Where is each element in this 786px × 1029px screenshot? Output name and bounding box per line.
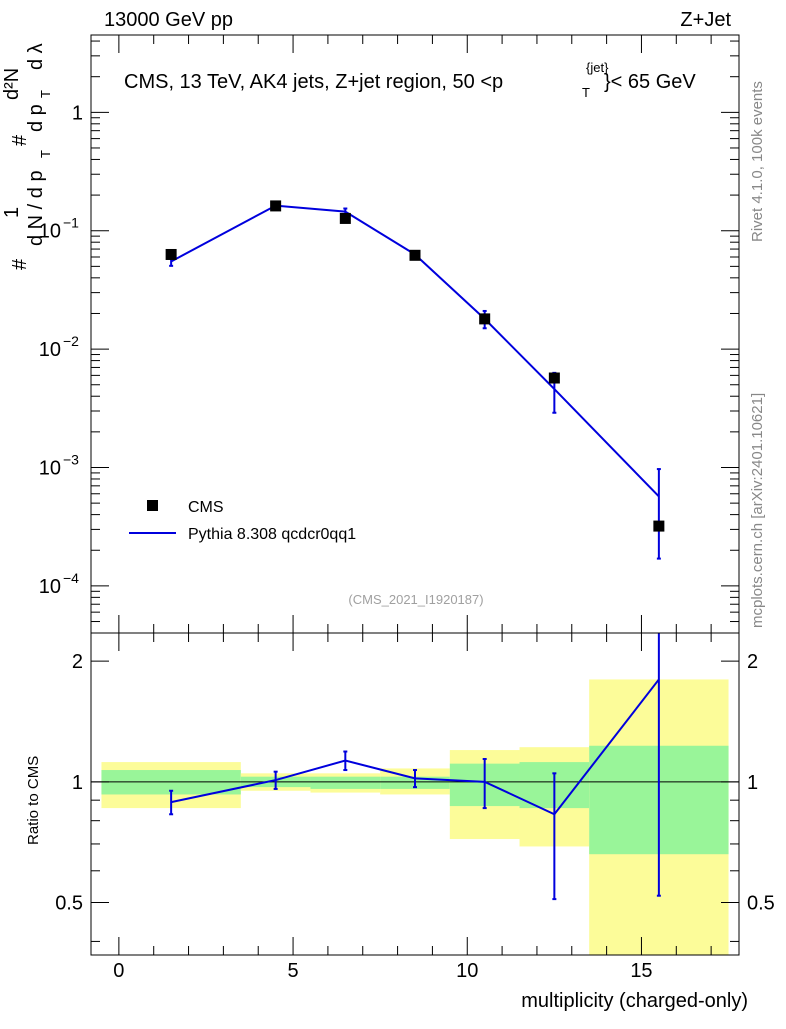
main-mc-line xyxy=(170,204,660,498)
x-tick-label: 0 xyxy=(113,960,124,982)
ylabel-dn-dpt: d N / d p xyxy=(25,170,47,246)
ylabel-d2n: d²N xyxy=(1,68,23,100)
main-y-tick-label: 10 xyxy=(39,576,61,598)
main-cms-point xyxy=(479,313,491,325)
main-y-tick-base: 1 xyxy=(72,102,83,124)
x-tick-label: 10 xyxy=(456,960,478,982)
ratio-y-tick-label-left: 1 xyxy=(72,772,83,794)
ratio-y-tick-label-right: 0.5 xyxy=(747,893,775,915)
ratio-tick-labels: 0.5 0.5 1 1 2 2 0 5 10 15 xyxy=(55,651,775,982)
ratio-mc-series xyxy=(169,633,661,901)
legend-mc-label: Pythia 8.308 qcdcr0qq1 xyxy=(188,526,356,543)
x-tick-label: 5 xyxy=(288,960,299,982)
ratio-y-tick-label-right: 2 xyxy=(747,651,758,673)
ylabel-hash-2: # xyxy=(9,134,31,146)
ratio-y-axis-label: Ratio to CMS xyxy=(25,756,42,845)
rivet-label: Rivet 4.1.0, 100k events xyxy=(749,81,766,242)
plot-title: CMS, 13 TeV, AK4 jets, Z+jet region, 50 … xyxy=(124,71,503,93)
plot-title-sub: T xyxy=(582,85,590,100)
main-y-tick-base: 10 xyxy=(39,576,61,598)
ylabel-t-sub-1: T xyxy=(38,150,53,158)
analysis-tag: (CMS_2021_I1920187) xyxy=(348,592,483,607)
ratio-ticks xyxy=(91,633,739,955)
ratio-panel: 0.5 0.5 1 1 2 2 0 5 10 15 Ratio to CMS multiplici… xyxy=(25,632,775,1012)
main-y-tick-label: 10 xyxy=(39,457,61,479)
main-cms-point xyxy=(165,248,177,260)
mcplots-label: mcplots.cern.ch [arXiv:2401.10621] xyxy=(749,393,766,628)
main-panel: 110−110−210−310−4 CMS, 13 TeV, AK4 jets,… xyxy=(39,34,740,634)
plot-title-main: CMS, 13 TeV, AK4 jets, Z+jet region, 50 … xyxy=(124,71,503,93)
ratio-frame xyxy=(90,632,740,956)
main-y-tick-base: 10 xyxy=(39,339,61,361)
main-cms-point xyxy=(409,249,421,261)
main-y-tick-base: 10 xyxy=(39,457,61,479)
main-y-tick-label: 10 xyxy=(39,221,61,243)
main-frame xyxy=(90,34,740,634)
main-y-tick-labels: 110−110−210−310−4 xyxy=(39,102,83,598)
main-y-tick-label: 10 xyxy=(39,339,61,361)
ratio-y-tick-label-right: 1 xyxy=(747,772,758,794)
process-label: Z+Jet xyxy=(680,9,731,31)
ylabel-one: 1 xyxy=(1,207,23,218)
main-y-tick-base: 10 xyxy=(39,221,61,243)
x-axis-label: multiplicity (charged-only) xyxy=(521,990,748,1012)
main-cms-point xyxy=(339,212,351,224)
main-y-tick-label: 1 xyxy=(72,102,83,124)
main-cms-point xyxy=(548,372,560,384)
ratio-green-band xyxy=(310,776,381,789)
main-cms-point xyxy=(653,520,665,532)
main-y-tick-exp: −2 xyxy=(63,333,79,349)
legend-cms-label: CMS xyxy=(188,499,224,516)
ratio-bands xyxy=(101,679,729,955)
x-tick-label: 15 xyxy=(630,960,652,982)
ratio-y-tick-label-left: 2 xyxy=(72,651,83,673)
main-y-tick-exp: −4 xyxy=(63,570,79,586)
main-cms-series xyxy=(165,200,665,532)
main-ticks xyxy=(91,35,739,634)
main-cms-point xyxy=(270,200,282,212)
main-y-tick-exp: −1 xyxy=(63,215,79,231)
ylabel-t-sub-2: T xyxy=(38,90,53,98)
ylabel-dpt: d p xyxy=(25,104,47,132)
legend-cms-marker xyxy=(147,500,158,511)
plot-title-sup: {jet} xyxy=(586,60,609,75)
plot-title-tail: }< 65 GeV xyxy=(604,71,696,93)
main-y-axis-label: # 1 d N / d p T # d p T d²N d λ xyxy=(1,43,53,270)
ylabel-dlambda: d λ xyxy=(25,43,47,70)
beam-energy-label: 13000 GeV pp xyxy=(104,9,233,31)
main-y-tick-exp: −3 xyxy=(63,451,79,467)
ratio-y-tick-label-left: 0.5 xyxy=(55,893,83,915)
ylabel-hash-1: # xyxy=(9,258,31,270)
legend: CMS Pythia 8.308 qcdcr0qq1 xyxy=(129,499,356,543)
